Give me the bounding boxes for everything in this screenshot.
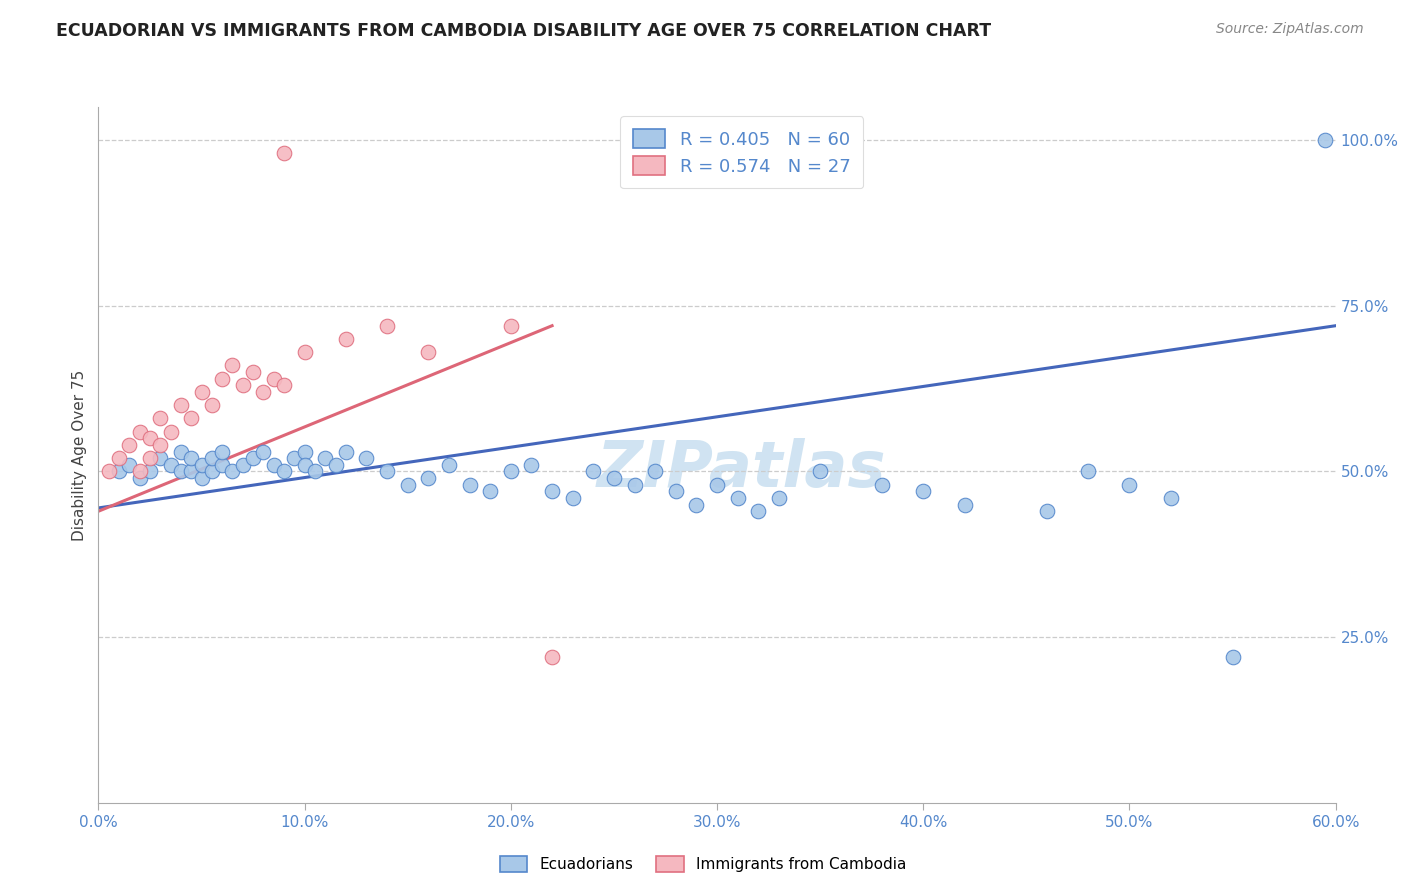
Point [912,484,935,499]
Point [190,458,212,472]
Point [128,425,150,439]
Point [108,451,131,466]
Point [479,484,502,499]
Point [294,345,316,359]
Point [706,477,728,491]
Point [437,458,460,472]
Point [644,465,666,479]
Point [242,365,264,379]
Point [180,451,202,466]
Point [304,465,326,479]
Point [159,425,181,439]
Point [221,465,243,479]
Point [232,378,254,392]
Point [1160,491,1182,505]
Point [180,465,202,479]
Point [221,359,243,373]
Point [149,438,172,452]
Point [170,398,193,412]
Point [273,378,295,392]
Point [139,431,162,445]
Point [603,471,626,485]
Point [458,477,481,491]
Point [242,451,264,466]
Point [335,332,357,346]
Point [283,451,305,466]
Point [149,411,172,425]
Point [211,458,233,472]
Point [252,384,274,399]
Legend: Ecuadorians, Immigrants from Cambodia: Ecuadorians, Immigrants from Cambodia [492,848,914,880]
Point [747,504,769,518]
Point [190,384,212,399]
Text: ECUADORIAN VS IMMIGRANTS FROM CAMBODIA DISABILITY AGE OVER 75 CORRELATION CHART: ECUADORIAN VS IMMIGRANTS FROM CAMBODIA D… [56,22,991,40]
Point [561,491,583,505]
Point [170,465,193,479]
Point [294,444,316,458]
Point [727,491,749,505]
Point [263,372,285,386]
Text: Source: ZipAtlas.com: Source: ZipAtlas.com [1216,22,1364,37]
Point [201,465,224,479]
Point [314,451,336,466]
Point [170,444,193,458]
Point [325,458,347,472]
Point [263,458,285,472]
Point [139,465,162,479]
Point [356,451,378,466]
Point [1315,133,1337,147]
Legend: R = 0.405   N = 60, R = 0.574   N = 27: R = 0.405 N = 60, R = 0.574 N = 27 [620,116,863,188]
Point [159,458,181,472]
Point [375,465,398,479]
Point [273,465,295,479]
Point [201,398,224,412]
Point [294,458,316,472]
Point [418,345,440,359]
Point [190,471,212,485]
Point [128,471,150,485]
Point [375,318,398,333]
Point [211,444,233,458]
Point [128,465,150,479]
Point [768,491,790,505]
Point [541,650,564,665]
Point [499,465,522,479]
Point [499,318,522,333]
Point [582,465,605,479]
Point [808,465,831,479]
Point [232,458,254,472]
Point [1077,465,1099,479]
Point [1118,477,1140,491]
Text: ZIPatlas: ZIPatlas [598,438,887,500]
Point [97,465,120,479]
Point [685,498,707,512]
Point [335,444,357,458]
Point [149,451,172,466]
Point [953,498,976,512]
Point [139,451,162,466]
Point [273,146,295,161]
Point [118,458,141,472]
Point [252,444,274,458]
Point [541,484,564,499]
Point [665,484,688,499]
Point [108,465,131,479]
Point [418,471,440,485]
Point [870,477,893,491]
Y-axis label: Disability Age Over 75: Disability Age Over 75 [72,369,87,541]
Point [180,411,202,425]
Point [201,451,224,466]
Point [1036,504,1059,518]
Point [211,372,233,386]
Point [520,458,543,472]
Point [396,477,419,491]
Point [623,477,645,491]
Point [118,438,141,452]
Point [1222,650,1244,665]
